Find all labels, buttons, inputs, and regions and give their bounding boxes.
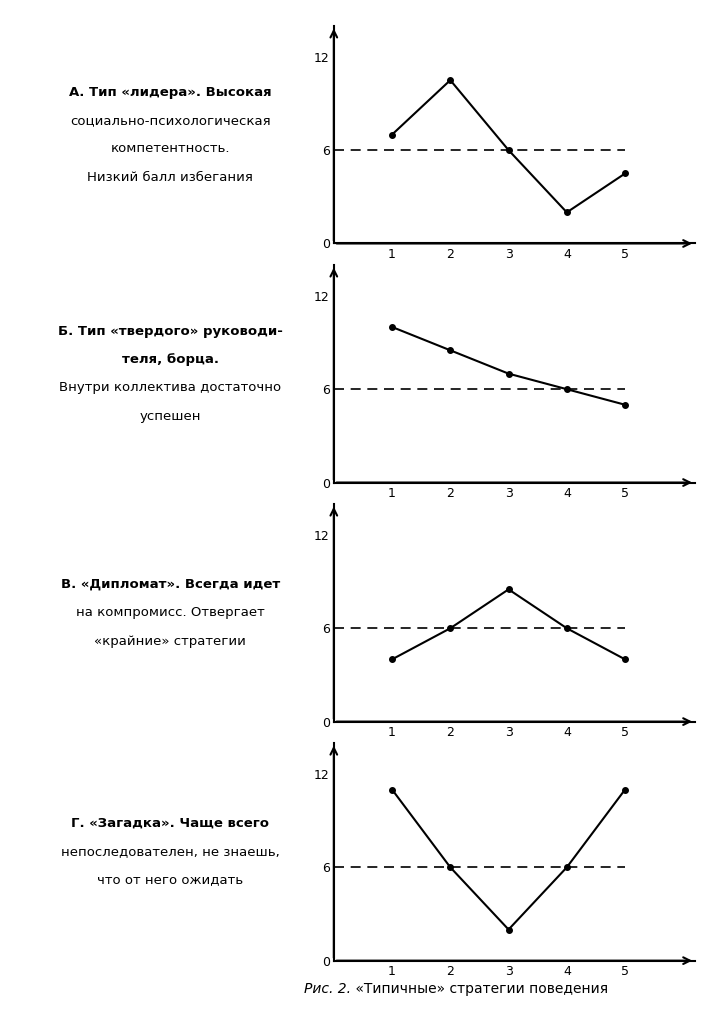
Text: успешен: успешен bbox=[140, 409, 201, 423]
Text: «крайние» стратегии: «крайние» стратегии bbox=[95, 634, 246, 648]
Text: компетентность.: компетентность. bbox=[111, 142, 230, 155]
Text: непоследователен, не знаешь,: непоследователен, не знаешь, bbox=[61, 845, 280, 858]
Text: Б. Тип «твердого» руководи-: Б. Тип «твердого» руководи- bbox=[58, 325, 283, 337]
Text: В. «Дипломат». Всегда идет: В. «Дипломат». Всегда идет bbox=[61, 578, 280, 591]
Text: социально-психологическая: социально-психологическая bbox=[70, 114, 271, 126]
Text: теля, борца.: теля, борца. bbox=[122, 353, 219, 366]
Text: Г. «Загадка». Чаще всего: Г. «Загадка». Чаще всего bbox=[72, 817, 270, 830]
Text: Рис. 2.: Рис. 2. bbox=[304, 982, 351, 996]
Text: что от него ожидать: что от него ожидать bbox=[98, 874, 244, 886]
Text: на компромисс. Отвергает: на компромисс. Отвергает bbox=[76, 607, 265, 619]
Text: Внутри коллектива достаточно: Внутри коллектива достаточно bbox=[60, 381, 282, 395]
Text: «Типичные» стратегии поведения: «Типичные» стратегии поведения bbox=[351, 982, 608, 996]
Text: Низкий балл избегания: Низкий балл избегания bbox=[88, 171, 253, 184]
Text: А. Тип «лидера». Высокая: А. Тип «лидера». Высокая bbox=[69, 85, 272, 99]
